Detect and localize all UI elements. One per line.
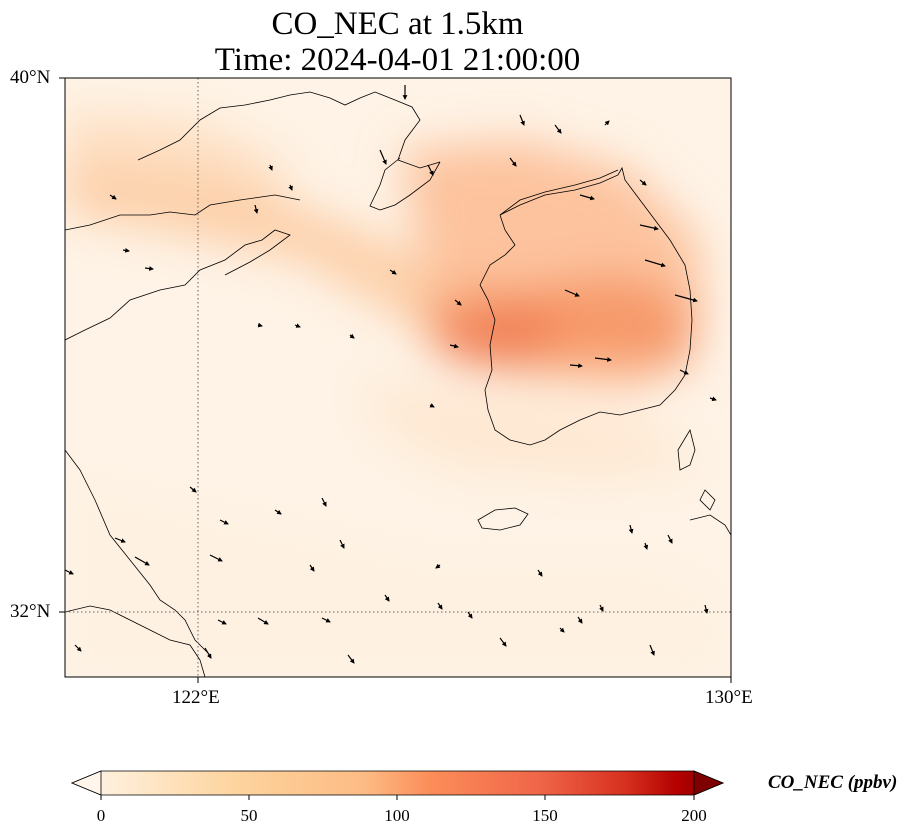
wind-vector bbox=[649, 644, 655, 656]
wind-vector bbox=[435, 563, 441, 569]
plot-title-line1: CO_NEC at 1.5km bbox=[271, 6, 524, 42]
wind-vector bbox=[499, 637, 507, 647]
colorbar-extend-min bbox=[70, 770, 102, 796]
wind-vector bbox=[569, 363, 583, 369]
wind-vector bbox=[379, 149, 387, 165]
colorbar-extend-max bbox=[693, 770, 725, 796]
wind-vector bbox=[321, 617, 331, 623]
coastline-liaodong bbox=[369, 157, 441, 211]
wind-vector bbox=[144, 266, 154, 271]
map-frame bbox=[64, 77, 732, 678]
wind-vector bbox=[274, 509, 282, 515]
wind-vector bbox=[122, 248, 130, 253]
coastline-yangtze bbox=[65, 605, 206, 677]
wind-vector bbox=[667, 534, 673, 544]
wind-vector bbox=[599, 604, 604, 612]
wind-vector bbox=[217, 619, 227, 625]
lat-label-40n: 40°N bbox=[10, 67, 51, 88]
co-concentration-field bbox=[65, 78, 731, 677]
wind-vector bbox=[594, 357, 612, 362]
wind-vector bbox=[288, 184, 293, 191]
wind-vector bbox=[537, 569, 543, 577]
wind-vector bbox=[109, 194, 117, 200]
colorbar-label: CO_NEC (ppbv) bbox=[768, 772, 898, 793]
japan-coast bbox=[677, 428, 731, 536]
colorbar-tick-150: 150 bbox=[532, 806, 558, 825]
border-north-korea-china bbox=[499, 169, 619, 216]
colorbar-tick-200: 200 bbox=[681, 806, 707, 825]
colorbar bbox=[70, 770, 725, 800]
wind-vector bbox=[294, 323, 301, 328]
wind-vector bbox=[467, 611, 473, 619]
wind-vector bbox=[437, 602, 443, 610]
wind-vector bbox=[268, 164, 273, 171]
wind-vector bbox=[309, 564, 315, 572]
lon-label-122e: 122°E bbox=[172, 687, 220, 708]
coastline-bohai bbox=[65, 194, 301, 231]
wind-vector bbox=[639, 179, 647, 186]
wind-vector bbox=[219, 519, 229, 525]
coastline-shandong bbox=[65, 229, 291, 341]
wind-vector bbox=[509, 157, 517, 167]
wind-vector bbox=[579, 194, 595, 201]
wind-vector bbox=[709, 396, 717, 402]
wind-vector bbox=[74, 644, 82, 652]
wind-vector bbox=[349, 333, 355, 339]
plot-title-line2: Time: 2024-04-01 21:00:00 bbox=[214, 42, 581, 78]
wind-vector bbox=[449, 343, 459, 349]
wind-vector bbox=[339, 539, 345, 549]
colorbar-gradient bbox=[70, 770, 725, 796]
coastline-jiangsu bbox=[65, 449, 211, 656]
wind-vector bbox=[604, 120, 610, 126]
lat-label-32n: 32°N bbox=[10, 601, 51, 622]
wind-vector bbox=[427, 164, 434, 176]
wind-vector bbox=[384, 594, 390, 602]
wind-vector bbox=[577, 616, 583, 624]
wind-vector bbox=[519, 114, 525, 126]
wind-vector bbox=[674, 294, 698, 303]
wind-vector bbox=[321, 497, 327, 507]
wind-vector bbox=[347, 654, 355, 664]
coastline-china-north bbox=[137, 91, 441, 169]
colorbar-tick-0: 0 bbox=[96, 806, 106, 825]
jeju-island bbox=[477, 507, 529, 531]
colorbar-tick-50: 50 bbox=[240, 806, 258, 825]
axis-ticks bbox=[59, 77, 732, 683]
coastline-korea bbox=[479, 166, 693, 446]
wind-vector bbox=[628, 524, 634, 534]
wind-vector bbox=[644, 259, 666, 268]
wind-vector bbox=[389, 269, 397, 275]
colorbar-tick-100: 100 bbox=[384, 806, 410, 825]
wind-vector bbox=[134, 556, 150, 566]
wind-vector bbox=[257, 322, 263, 328]
wind-vector bbox=[189, 486, 197, 493]
wind-vector bbox=[679, 369, 689, 375]
wind-vector bbox=[703, 604, 709, 614]
wind-vector bbox=[554, 124, 562, 134]
coastlines bbox=[65, 91, 731, 677]
lon-label-130e: 130°E bbox=[705, 687, 753, 708]
wind-vectors bbox=[64, 85, 717, 664]
wind-vector bbox=[429, 403, 435, 408]
wind-vector bbox=[204, 647, 212, 659]
wind-vector bbox=[564, 289, 580, 297]
wind-vector bbox=[253, 204, 259, 214]
wind-vector bbox=[559, 627, 565, 633]
wind-vector bbox=[454, 299, 462, 306]
wind-vector bbox=[257, 617, 269, 625]
wind-vector bbox=[114, 537, 126, 543]
wind-vector bbox=[64, 569, 74, 575]
wind-vector bbox=[209, 554, 223, 562]
wind-vector bbox=[643, 542, 649, 550]
wind-vector bbox=[639, 224, 659, 231]
gridlines bbox=[65, 78, 731, 677]
